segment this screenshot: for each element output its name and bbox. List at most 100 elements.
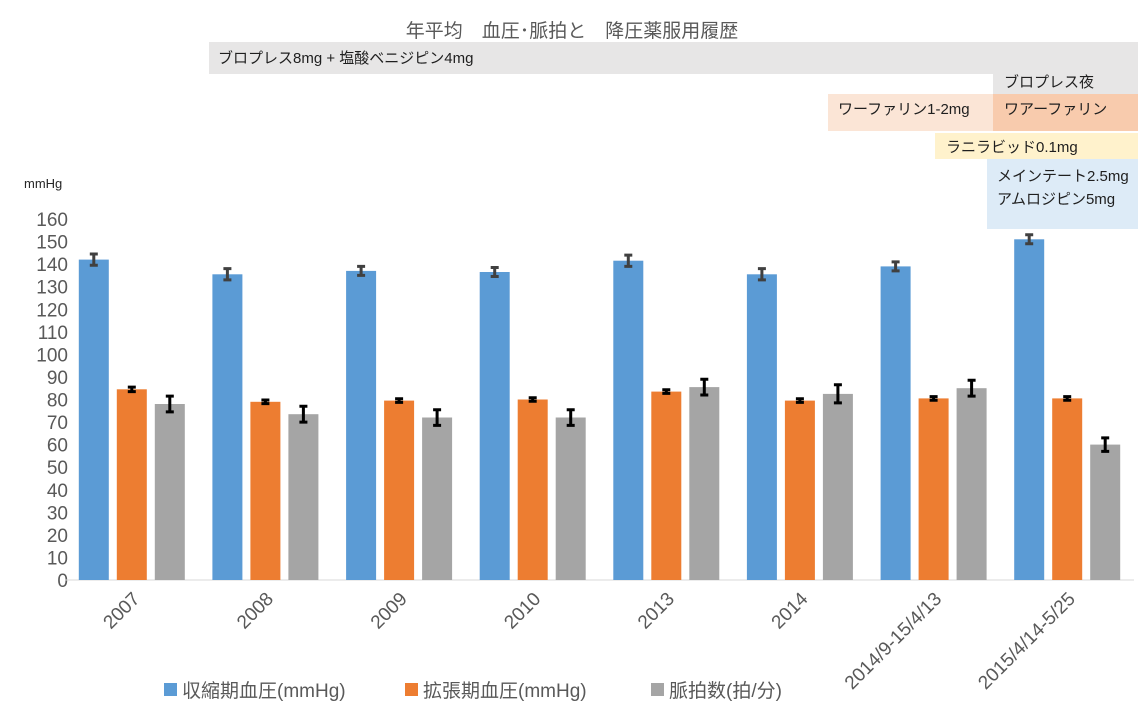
legend-swatch [405,683,418,696]
bar [784,400,815,580]
y-tick-label: 130 [36,278,68,299]
y-tick-label: 70 [47,413,68,434]
annotation-lanirapid: ラニラビッド0.1mg [935,133,1138,159]
annotation-text: ワーファリン1-2mg [838,101,970,118]
error-bar [1101,436,1110,453]
annotation-text: ワアーファリン [1004,101,1107,118]
y-tick-label: 100 [36,345,68,366]
error-bar [357,264,366,277]
annotation-box [993,73,1138,94]
y-tick-label: 20 [47,526,68,547]
y-axis-unit-label: mmHg [24,176,62,191]
y-tick-label: 110 [38,323,68,344]
legend-label: 収縮期血圧(mmHg) [182,680,346,702]
bar [1014,239,1045,581]
error-bar [624,253,633,268]
bar [651,391,682,580]
annotation-box [209,42,1138,74]
legend-item: 収縮期血圧(mmHg) [164,680,346,702]
annotation-box [993,94,1138,131]
bar [212,274,243,580]
plot-area [65,233,1134,581]
error-bar [1025,233,1034,246]
error-bar [127,385,136,394]
bar [555,417,586,580]
error-bar [967,378,976,398]
y-tick-label: 30 [47,503,68,524]
bar [918,398,949,580]
legend-label: 脈拍数(拍/分) [669,680,782,702]
bar [384,400,415,580]
y-tick-label: 160 [36,210,68,231]
bar [822,393,853,580]
bar [880,266,911,580]
bar [956,388,987,580]
chart-title: 年平均 血圧･脈拍と 降圧薬服用履歴 [406,20,739,42]
y-tick-label: 140 [36,255,68,276]
legend-swatch [651,683,664,696]
error-bar [528,396,537,403]
annotation-text: ブロプレス夜 [1004,73,1094,91]
error-bar [89,252,98,267]
annotation-blopress-night: ブロプレス夜 [993,73,1138,94]
annotation-blopress-benidipine: ブロプレス8mg + 塩酸ベニジピン4mg [209,42,1138,74]
annotation-box [828,94,993,131]
series-1 [78,233,1045,581]
error-bar [566,408,575,427]
y-tick-label: 0 [57,571,68,592]
error-bar [261,398,270,406]
bar [746,274,777,580]
error-bar [833,383,842,405]
legend: 収縮期血圧(mmHg) 拡張期血圧(mmHg) 脈拍数(拍/分) [164,680,782,702]
bar [479,272,510,580]
bar [1052,398,1083,580]
series-2 [116,385,1083,580]
bar [517,399,548,580]
annotation-maintate-amlodipine: メインテート2.5mg アムロジピン5mg [987,159,1138,229]
y-tick-label: 10 [47,548,68,569]
error-bar [1063,395,1072,402]
y-tick-label: 60 [47,436,68,457]
annotation-warfarin: ワアーファリン [993,94,1138,131]
error-bar [223,267,232,282]
error-bar [395,397,404,404]
annotation-box [935,133,1138,159]
y-tick-label: 90 [47,368,68,389]
legend-swatch [164,683,177,696]
error-bar [662,388,671,395]
bar [422,417,453,580]
bar [78,259,109,580]
error-bar [891,260,900,273]
bar [613,260,644,580]
legend-item: 脈拍数(拍/分) [651,680,782,702]
bar [250,401,281,580]
annotation-text: ブロプレス8mg + 塩酸ベニジピン4mg [218,49,473,67]
error-bar [795,397,804,404]
legend-label: 拡張期血圧(mmHg) [423,680,587,702]
bar [689,387,720,580]
error-bar [700,377,709,397]
y-tick-label: 40 [47,481,68,502]
bar [1090,444,1121,580]
y-tick-label: 120 [36,300,68,321]
bar [116,389,147,580]
y-tick-label: 150 [36,233,68,254]
error-bar [929,395,938,402]
error-bar [165,394,174,414]
annotation-text: ラニラビッド0.1mg [946,139,1078,156]
error-bar [299,404,308,424]
annotation-warfarin-1-2mg: ワーファリン1-2mg [828,94,993,131]
y-tick-label: 50 [47,458,68,479]
bar [154,404,185,580]
y-tick-label: 80 [47,391,68,412]
series-3 [154,377,1121,580]
medication-history: ブロプレス8mg + 塩酸ベニジピン4mg ブロプレス夜 ワーファリン1-2mg… [209,42,1138,229]
annotation-text: アムロジピン5mg [997,191,1115,208]
legend-item: 拡張期血圧(mmHg) [405,680,587,702]
error-bar [490,266,499,278]
bar [288,414,319,580]
annotation-box [987,159,1138,229]
error-bar [757,267,766,282]
